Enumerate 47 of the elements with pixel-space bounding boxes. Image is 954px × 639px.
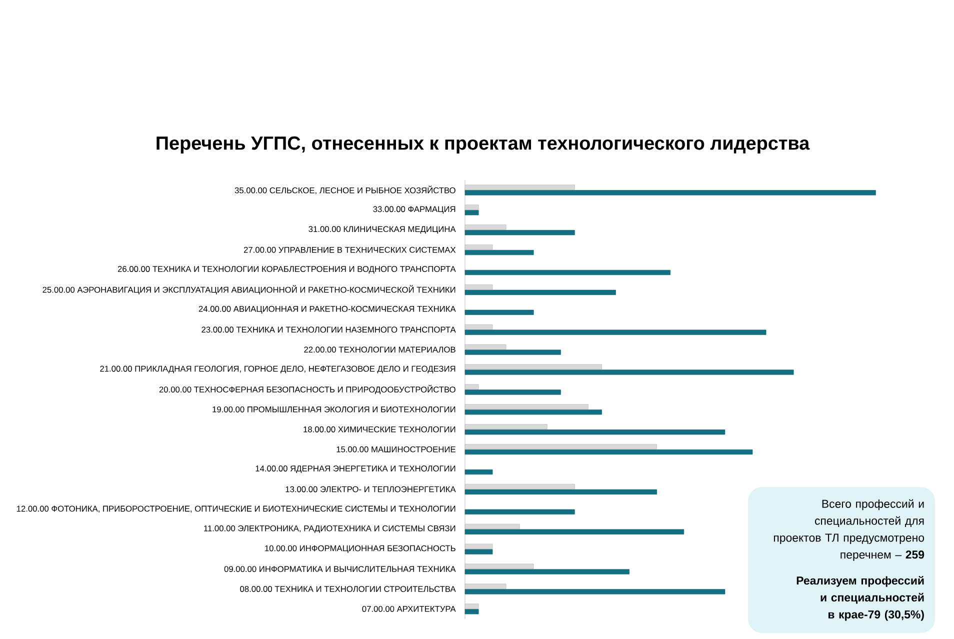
bar	[464, 410, 602, 415]
bar	[464, 210, 479, 216]
annotation: Всего профессий и специальностей для проектов ТЛ предусмотрено перечнем – 259	[774, 499, 924, 561]
bar	[464, 589, 726, 594]
y-tick-label: 19.00.00 ПРОМЫШЛЕННАЯ ЭКОЛОГИЯ И БИОТЕХНОЛОГИИ	[212, 406, 456, 412]
bar	[464, 549, 493, 554]
y-tick-label: 14.00.00 ЯДЕРНАЯ ЭНЕРГЕТИКА И ТЕХНОЛОГИИ	[256, 466, 456, 474]
y-tick-label: 21.00.00 ПРИКЛАДНАЯ ГЕОЛОГИЯ, ГОРНОЕ ДЕЛО, НЕФТЕГАЗОВОЕ ДЕЛО И ГЕОДЕЗИЯ	[100, 366, 456, 374]
y-tick-label: 24.00.00 АВИАЦИОННАЯ И РАКЕТНО-КОСМИЧЕСКАЯ ТЕХНИКА	[198, 306, 456, 314]
bar	[464, 190, 876, 196]
bar	[464, 529, 684, 534]
y-tick-label: 12.00.00 ФОТОНИКА, ПРИБОРОСТРОЕНИЕ, ОПТИЧЕСКИЕ И БИОТЕХНИЧЕСКИЕ СИСТЕМЫ И ТЕХНОЛОГИИ	[16, 506, 456, 513]
bar	[464, 509, 575, 514]
y-tick-label: 15.00.00 МАШИНОСТРОЕНИЕ	[336, 446, 456, 452]
y-tick-label: 13.00.00 ЭЛЕКТРО- И ТЕПЛОЭНЕРГЕТИКА	[286, 486, 456, 492]
y-tick-label: 09.00.00 ИНФОРМАТИКА И ВЫЧИСЛИТЕЛЬНАЯ ТЕХНИКА	[224, 566, 456, 572]
y-tick-label: 18.00.00 ХИМИЧЕСКИЕ ТЕХНОЛОГИИ	[304, 426, 456, 432]
bar	[464, 310, 534, 315]
y-tick-label: 11.00.00 ЭЛЕКТРОНИКА, РАДИОТЕХНИКА И СИСТЕМЫ СВЯЗИ	[204, 525, 456, 533]
bar	[464, 250, 534, 256]
y-tick-label: 08.00.00 ТЕХНИКА И ТЕХНОЛОГИИ СТРОИТЕЛЬСТВА	[240, 586, 456, 592]
bar	[464, 449, 753, 455]
bar	[464, 370, 794, 375]
bar	[464, 469, 493, 475]
y-tick-label: 22.00.00 ТЕХНОЛОГИИ МАТЕРИАЛОВ	[304, 346, 456, 353]
y-tick-label: 23.00.00 ТЕХНИКА И ТЕХНОЛОГИИ НАЗЕМНОГО ТРАНСПОРТА	[202, 326, 456, 333]
bar	[464, 390, 561, 395]
y-tick-label: 35.00.00 СЕЛЬСКОЕ, ЛЕСНОЕ И РЫБНОЕ ХОЗЯЙСТВО	[234, 186, 456, 194]
y-tick-label: 07.00.00 АРХИТЕКТУРА	[362, 606, 456, 612]
bar	[464, 430, 726, 435]
bar	[464, 270, 670, 276]
bar	[464, 569, 630, 574]
y-tick-label: 33.00.00 ФАРМАЦИЯ	[373, 206, 456, 214]
y-tick-label: 20.00.00 ТЕХНОСФЕРНАЯ БЕЗОПАСНОСТЬ И ПРИРОДООБУСТРОЙСТВО	[159, 384, 456, 394]
bar	[464, 350, 561, 355]
y-tick-label: 31.00.00 КЛИНИЧЕСКАЯ МЕДИЦИНА	[308, 226, 456, 234]
bar	[464, 489, 657, 494]
y-tick-label: 27.00.00 УПРАВЛЕНИЕ В ТЕХНИЧЕСКИХ СИСТЕМАХ	[244, 246, 456, 253]
y-tick-label: 10.00.00 ИНФОРМАЦИОННАЯ БЕЗОПАСНОСТЬ	[265, 545, 456, 553]
bar	[464, 330, 766, 335]
bar	[464, 609, 479, 614]
bar	[464, 290, 616, 295]
chart-title: Перечень УГПС, отнесенных к проектам технологического лидерства	[156, 136, 810, 154]
y-tick-label: 26.00.00 ТЕХНИКА И ТЕХНОЛОГИИ КОРАБЛЕСТРОЕНИЯ И ВОДНОГО ТРАНСПОРТА	[118, 266, 456, 274]
annotation: Реализуем профессий и специальностей в крае-79 (30,5%)	[796, 576, 924, 621]
bar	[464, 230, 575, 236]
y-tick-label: 25.00.00 АЭРОНАВИГАЦИЯ И ЭКСПЛУАТАЦИЯ АВИАЦИОННОЙ И РАКЕТНО-КОСМИЧЕСКОЙ ТЕХНИКИ	[42, 285, 456, 294]
